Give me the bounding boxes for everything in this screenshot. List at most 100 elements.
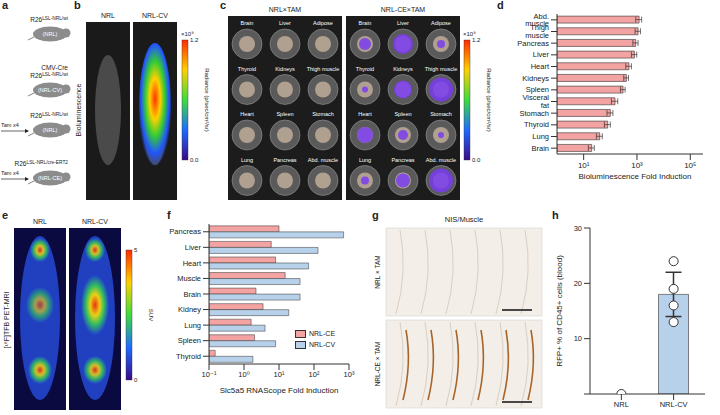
svg-text:Spleen: Spleen bbox=[178, 336, 201, 345]
svg-text:CMV-Cre: CMV-Cre bbox=[41, 64, 68, 71]
svg-text:Visceralfat: Visceralfat bbox=[522, 93, 549, 110]
html-text:Bioluminescence Fold Induction: Bioluminescence Fold Induction bbox=[578, 172, 692, 181]
svg-text:Thighmuscle: Thighmuscle bbox=[525, 23, 549, 39]
html-text:Abd.: Abd. bbox=[533, 11, 549, 21]
svg-text:Brain: Brain bbox=[531, 144, 549, 153]
html-text:a: a bbox=[2, 0, 9, 11]
svg-text:Kidneys: Kidneys bbox=[393, 66, 413, 72]
svg-text:Stomach: Stomach bbox=[430, 111, 452, 117]
svg-text:Tam x4: Tam x4 bbox=[1, 170, 19, 176]
svg-text:20: 20 bbox=[574, 279, 582, 288]
svg-text:Liver: Liver bbox=[533, 50, 550, 59]
svg-text:1.2: 1.2 bbox=[190, 37, 199, 43]
svg-text:Pancreas: Pancreas bbox=[169, 227, 201, 236]
svg-text:10³: 10³ bbox=[631, 161, 643, 170]
svg-text:Tam x4: Tam x4 bbox=[1, 122, 19, 128]
html-text:g: g bbox=[372, 209, 379, 221]
svg-text:Adipose: Adipose bbox=[313, 20, 333, 26]
svg-text:NRL-CV: NRL-CV bbox=[82, 218, 108, 225]
svg-text:Spleen: Spleen bbox=[276, 111, 293, 117]
svg-text:Lung: Lung bbox=[532, 132, 549, 141]
svg-text:Kidneys: Kidneys bbox=[522, 74, 549, 83]
svg-text:R26LSL-NRL/wt: R26LSL-NRL/wt bbox=[30, 112, 68, 120]
svg-text:NRL-CE × TAM: NRL-CE × TAM bbox=[374, 342, 381, 387]
svg-text:Liver: Liver bbox=[279, 20, 291, 26]
svg-text:Stomach: Stomach bbox=[312, 111, 334, 117]
svg-text:Lung: Lung bbox=[359, 157, 371, 163]
svg-text:NRL-CE×TAM: NRL-CE×TAM bbox=[381, 6, 426, 13]
svg-text:Heart: Heart bbox=[358, 111, 372, 117]
svg-text:Thigh muscle: Thigh muscle bbox=[425, 66, 458, 72]
svg-text:Adipose: Adipose bbox=[431, 20, 451, 26]
svg-text:[¹⁸F]TFB PET-MRI: [¹⁸F]TFB PET-MRI bbox=[3, 291, 11, 348]
svg-text:SUV: SUV bbox=[148, 309, 154, 321]
svg-text:NRL-CV: NRL-CV bbox=[660, 400, 688, 409]
svg-text:R26LSL-NRL/cre-ERT2: R26LSL-NRL/cre-ERT2 bbox=[15, 160, 69, 168]
svg-text:NRL: NRL bbox=[33, 218, 47, 225]
svg-text:(NRL): (NRL) bbox=[43, 127, 58, 133]
svg-text:NRL × TAM: NRL × TAM bbox=[374, 255, 381, 288]
svg-text:Stomach: Stomach bbox=[519, 109, 549, 118]
svg-text:Spleen: Spleen bbox=[394, 111, 411, 117]
svg-text:NRL×TAM: NRL×TAM bbox=[269, 6, 302, 13]
svg-text:30: 30 bbox=[574, 224, 582, 233]
svg-text:Liver: Liver bbox=[185, 243, 202, 252]
svg-text:1.2: 1.2 bbox=[472, 37, 481, 43]
svg-text:Pancreas: Pancreas bbox=[391, 157, 414, 163]
svg-text:Abd. muscle: Abd. muscle bbox=[426, 157, 456, 163]
svg-text:Pancreas: Pancreas bbox=[273, 157, 296, 163]
svg-text:Lung: Lung bbox=[241, 157, 253, 163]
svg-text:(NRL): (NRL) bbox=[43, 31, 58, 37]
svg-text:Brain: Brain bbox=[241, 20, 254, 26]
svg-text:10⁰: 10⁰ bbox=[238, 370, 249, 379]
svg-text:Thyroid: Thyroid bbox=[356, 66, 374, 72]
html-text:NRL-CE: NRL-CE bbox=[309, 330, 336, 337]
svg-text:Thigh muscle: Thigh muscle bbox=[307, 66, 340, 72]
svg-text:Radiance (p/sec/cm²/sr): Radiance (p/sec/cm²/sr) bbox=[204, 68, 210, 132]
svg-text:Thyroid: Thyroid bbox=[238, 66, 256, 72]
svg-text:Heart: Heart bbox=[183, 259, 202, 268]
html-text:c: c bbox=[220, 0, 227, 11]
svg-text:Abd. muscle: Abd. muscle bbox=[308, 157, 338, 163]
html-text:d: d bbox=[497, 0, 504, 11]
svg-text:NRL-CV: NRL-CV bbox=[142, 12, 168, 19]
svg-text:0: 0 bbox=[134, 377, 138, 383]
svg-text:Brain: Brain bbox=[183, 290, 201, 299]
svg-text:Spleen: Spleen bbox=[525, 85, 549, 95]
svg-text:R26LSL-NRL/wt: R26LSL-NRL/wt bbox=[30, 16, 68, 24]
svg-text:10⁵: 10⁵ bbox=[684, 161, 696, 170]
svg-text:10¹: 10¹ bbox=[274, 370, 285, 379]
svg-text:Brain: Brain bbox=[359, 20, 372, 26]
svg-text:Kidneys: Kidneys bbox=[275, 66, 295, 72]
html-text:Slc5a5 RNAScope Fold Induction: Slc5a5 RNAScope Fold Induction bbox=[219, 386, 339, 395]
svg-text:Heart: Heart bbox=[240, 111, 254, 117]
svg-text:Thyroid: Thyroid bbox=[176, 352, 201, 361]
svg-text:NIS/Muscle: NIS/Muscle bbox=[445, 215, 483, 224]
svg-text:Thyroid: Thyroid bbox=[524, 120, 549, 129]
svg-text:Kidney: Kidney bbox=[178, 305, 201, 314]
svg-text:(NRL-CE): (NRL-CE) bbox=[38, 175, 62, 181]
svg-text:Radiance (p/sec/cm²/sr): Radiance (p/sec/cm²/sr) bbox=[486, 68, 492, 132]
svg-text:10⁻¹: 10⁻¹ bbox=[202, 370, 217, 379]
svg-text:NRL: NRL bbox=[101, 12, 115, 19]
svg-text:10¹: 10¹ bbox=[578, 161, 590, 170]
svg-text:Heart: Heart bbox=[531, 62, 550, 71]
svg-text:NRL: NRL bbox=[614, 400, 629, 409]
svg-text:10³: 10³ bbox=[344, 370, 355, 379]
svg-text:10: 10 bbox=[574, 334, 582, 343]
svg-text:Lung: Lung bbox=[184, 321, 201, 330]
html-text:b: b bbox=[74, 0, 81, 11]
svg-text:0.0: 0.0 bbox=[472, 157, 481, 163]
html-text:NRL-CV: NRL-CV bbox=[309, 341, 336, 348]
svg-text:Pancreas: Pancreas bbox=[517, 39, 549, 48]
html-text:e: e bbox=[2, 209, 9, 221]
svg-text:Liver: Liver bbox=[397, 20, 409, 26]
svg-text:10²: 10² bbox=[309, 370, 320, 379]
svg-text:RFP+ % of CD45+ cells (blood): RFP+ % of CD45+ cells (blood) bbox=[555, 255, 564, 367]
svg-text:5: 5 bbox=[134, 247, 138, 253]
svg-text:R26LSL-NRL/wt: R26LSL-NRL/wt bbox=[30, 72, 68, 80]
svg-text:Muscle: Muscle bbox=[177, 274, 201, 283]
svg-text:0.0: 0.0 bbox=[190, 157, 199, 163]
svg-text:Bioluminescence: Bioluminescence bbox=[75, 83, 82, 136]
svg-text:(NRL-CV): (NRL-CV) bbox=[38, 87, 62, 93]
